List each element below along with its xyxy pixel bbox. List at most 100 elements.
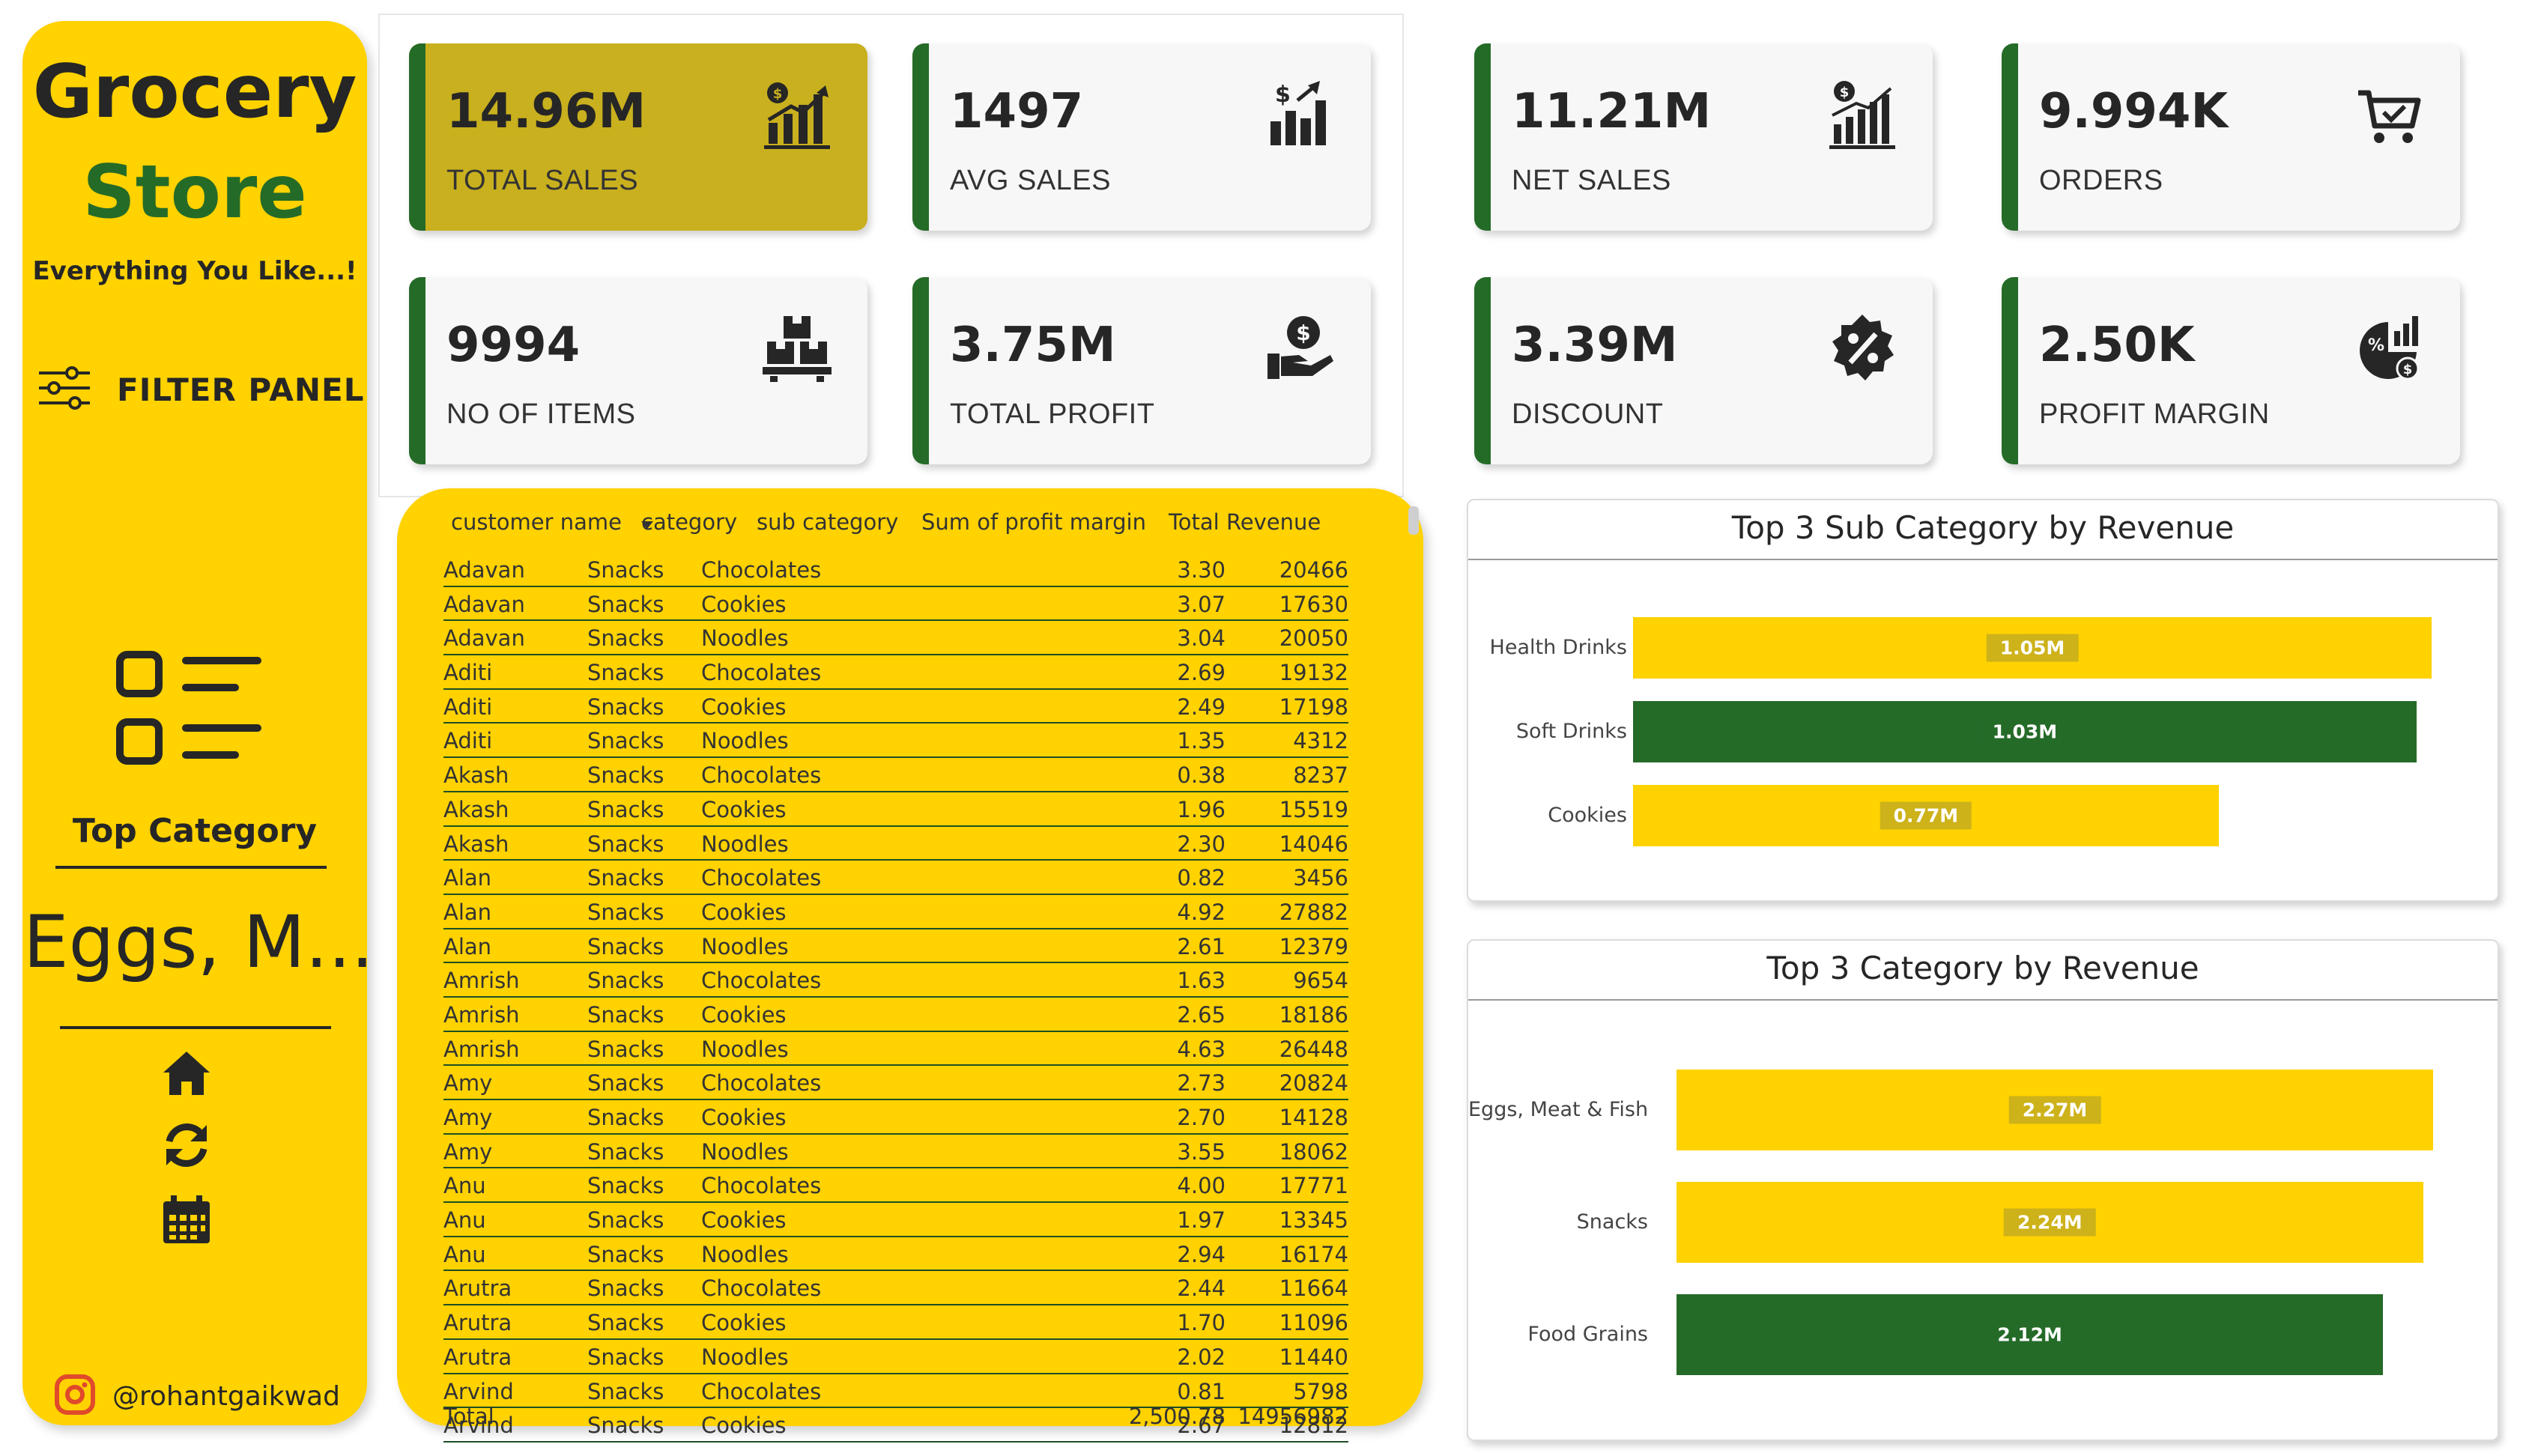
- table-row[interactable]: Aditi Snacks Noodles 1.35 4312: [443, 724, 1348, 759]
- social-link[interactable]: @rohantgaikwad: [54, 1374, 340, 1419]
- table-row[interactable]: Akash Snacks Cookies 1.96 15519: [443, 792, 1348, 827]
- table-row[interactable]: Adavan Snacks Noodles 3.04 20050: [443, 621, 1348, 656]
- table-row[interactable]: Amy Snacks Noodles 3.55 18062: [443, 1135, 1348, 1169]
- cell-profit-margin: 0.82: [1177, 865, 1226, 891]
- table-row[interactable]: Arutra Snacks Cookies 1.70 11096: [443, 1305, 1348, 1340]
- sidebar: Grocery Store Everything You Like...! FI…: [22, 21, 374, 1425]
- sliders-icon: [37, 365, 91, 414]
- table-row[interactable]: Amy Snacks Cookies 2.70 14128: [443, 1100, 1348, 1135]
- chart-divider: [1468, 559, 2498, 560]
- kpi-card-total-profit[interactable]: 3.75M TOTAL PROFIT $: [912, 277, 1371, 464]
- column-header[interactable]: Total Revenue: [1169, 509, 1321, 535]
- bar[interactable]: 1.05M: [1633, 617, 2432, 679]
- cell-sub-category: Cookies: [701, 1105, 787, 1130]
- cell-category: Snacks: [587, 1070, 664, 1096]
- cell-sub-category: Chocolates: [701, 762, 822, 789]
- table-row[interactable]: Adavan Snacks Chocolates 3.30 20466: [443, 553, 1348, 587]
- table-row[interactable]: Amrish Snacks Cookies 2.65 18186: [443, 998, 1348, 1032]
- kpi-label: DISCOUNT: [1512, 398, 1664, 430]
- table-row[interactable]: Anu Snacks Chocolates 4.00 17771: [443, 1168, 1348, 1204]
- cell-total-revenue: 12812: [1279, 1413, 1348, 1439]
- dollar-bars-icon: $: [1264, 78, 1336, 154]
- subcategory-revenue-chart: Top 3 Sub Category by Revenue Health Dri…: [1467, 499, 2499, 902]
- cell-sub-category: Noodles: [701, 1138, 789, 1165]
- cell-total-revenue: 17771: [1279, 1173, 1348, 1199]
- category-axis-label: Eggs, Meat & Fish: [1468, 1098, 1649, 1121]
- cell-total-revenue: 17630: [1279, 591, 1348, 617]
- table-row[interactable]: Amrish Snacks Chocolates 1.63 9654: [443, 963, 1348, 998]
- svg-text:$: $: [1296, 321, 1310, 345]
- column-header[interactable]: category: [641, 509, 738, 535]
- table-row[interactable]: Akash Snacks Noodles 2.30 14046: [443, 827, 1348, 861]
- cell-category: Snacks: [587, 1036, 664, 1062]
- bar[interactable]: 2.24M: [1677, 1182, 2423, 1263]
- kpi-card-orders[interactable]: 9.994K ORDERS: [2002, 43, 2460, 231]
- cell-customer-name: Alan: [443, 899, 492, 925]
- profit-margin-icon: % $: [2354, 312, 2426, 387]
- table-row[interactable]: Aditi Snacks Chocolates 2.69 19132: [443, 655, 1348, 690]
- bar[interactable]: 1.03M: [1633, 701, 2417, 762]
- cell-customer-name: Alan: [443, 865, 492, 891]
- kpi-card-net-sales[interactable]: 11.21M NET SALES $: [1474, 43, 1933, 231]
- kpi-card-discount[interactable]: 3.39M DISCOUNT: [1474, 277, 1933, 464]
- table-row[interactable]: Arvind Snacks Chocolates 0.81 5798: [443, 1374, 1348, 1409]
- table-row[interactable]: Alan Snacks Cookies 4.92 27882: [443, 895, 1348, 929]
- cell-customer-name: Akash: [443, 796, 509, 822]
- cell-total-revenue: 26448: [1279, 1036, 1348, 1062]
- bar[interactable]: 2.27M: [1677, 1070, 2433, 1150]
- cell-category: Snacks: [587, 728, 664, 754]
- table-row[interactable]: Aditi Snacks Cookies 2.49 17198: [443, 690, 1348, 724]
- filter-panel-button[interactable]: FILTER PANEL: [37, 365, 364, 414]
- cell-customer-name: Arutra: [443, 1310, 512, 1336]
- cell-sub-category: Noodles: [701, 1036, 789, 1062]
- kpi-card-no-of-items[interactable]: 9994 NO OF ITEMS: [409, 277, 867, 464]
- table-row[interactable]: Alan Snacks Chocolates 0.82 3456: [443, 861, 1348, 895]
- bar-value-label: 2.27M: [2008, 1096, 2101, 1124]
- category-axis-label: Health Drinks: [1489, 636, 1627, 659]
- cell-profit-margin: 1.97: [1177, 1207, 1226, 1234]
- table-row[interactable]: Amrish Snacks Noodles 4.63 26448: [443, 1032, 1348, 1067]
- table-row[interactable]: Arutra Snacks Chocolates 2.44 11664: [443, 1271, 1348, 1306]
- table-row[interactable]: Akash Snacks Chocolates 0.38 8237: [443, 758, 1348, 792]
- table-row[interactable]: Adavan Snacks Cookies 3.07 17630: [443, 587, 1348, 622]
- cell-category: Snacks: [587, 831, 664, 857]
- kpi-card-avg-sales[interactable]: 1497 AVG SALES $: [912, 43, 1371, 231]
- kpi-value: 11.21M: [1512, 84, 1712, 139]
- column-header[interactable]: Sum of profit margin: [921, 509, 1146, 535]
- table-row[interactable]: Arvind Snacks Cookies 2.67 12812: [443, 1408, 1348, 1443]
- svg-text:%: %: [2368, 336, 2384, 355]
- cell-category: Snacks: [587, 762, 664, 789]
- column-header[interactable]: customer name: [451, 509, 623, 535]
- sort-down-icon[interactable]: [641, 521, 653, 529]
- kpi-label: AVG SALES: [950, 165, 1112, 196]
- cell-category: Snacks: [587, 933, 664, 959]
- cell-customer-name: Amy: [443, 1070, 493, 1096]
- column-header[interactable]: sub category: [757, 509, 899, 535]
- kpi-card-total-sales[interactable]: 14.96M TOTAL SALES $: [409, 43, 867, 231]
- svg-text:$: $: [773, 86, 783, 102]
- percent-badge-icon: [1826, 312, 1898, 387]
- table-row[interactable]: Anu Snacks Noodles 2.94 16174: [443, 1237, 1348, 1272]
- kpi-card-profit-margin[interactable]: 2.50K PROFIT MARGIN % $: [2002, 277, 2460, 464]
- bar[interactable]: 0.77M: [1633, 785, 2219, 846]
- kpi-label: PROFIT MARGIN: [2039, 398, 2270, 430]
- refresh-icon[interactable]: [160, 1119, 213, 1175]
- table-row[interactable]: Amy Snacks Chocolates 2.73 20824: [443, 1066, 1348, 1100]
- bar[interactable]: 2.12M: [1677, 1294, 2384, 1375]
- calendar-icon[interactable]: [160, 1194, 213, 1250]
- cell-profit-margin: 1.70: [1177, 1310, 1226, 1336]
- cell-customer-name: Amrish: [443, 968, 520, 994]
- cell-category: Snacks: [587, 865, 664, 891]
- cell-sub-category: Chocolates: [701, 1173, 822, 1199]
- home-icon[interactable]: [160, 1047, 213, 1103]
- cell-total-revenue: 11096: [1279, 1310, 1348, 1336]
- top-category-value: Eggs, M...: [23, 900, 374, 984]
- table-row[interactable]: Alan Snacks Noodles 2.61 12379: [443, 929, 1348, 964]
- cell-profit-margin: 2.65: [1177, 1001, 1226, 1028]
- kpi-value: 3.75M: [950, 318, 1116, 373]
- table-scrollbar[interactable]: [1408, 506, 1419, 535]
- chart-title: Top 3 Category by Revenue: [1766, 950, 2199, 986]
- bar-value-label: 1.03M: [1978, 718, 2071, 746]
- table-row[interactable]: Anu Snacks Cookies 1.97 13345: [443, 1203, 1348, 1237]
- table-row[interactable]: Arutra Snacks Noodles 2.02 11440: [443, 1340, 1348, 1374]
